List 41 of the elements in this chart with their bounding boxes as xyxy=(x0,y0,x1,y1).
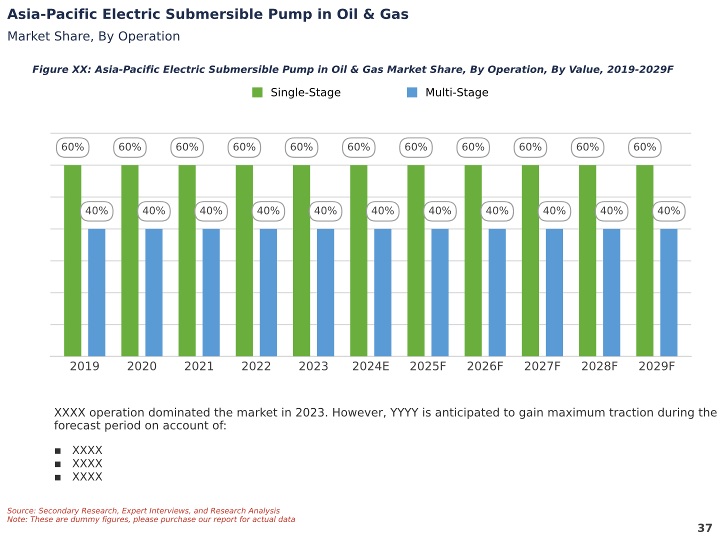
text: 37 xyxy=(698,524,712,532)
data-label: 40% xyxy=(658,206,680,214)
data-label: 60% xyxy=(62,142,84,151)
x-tick-label: 2019 xyxy=(70,361,99,370)
x-tick-label: 2028F xyxy=(582,361,618,370)
data-label: 60% xyxy=(576,142,599,151)
data-label: 40% xyxy=(142,206,165,214)
data-label: 60% xyxy=(405,142,427,151)
data-label: 40% xyxy=(257,206,280,214)
data-label: 40% xyxy=(543,206,566,214)
legend-label: Single-Stage xyxy=(271,88,340,99)
x-tick-label: 2021 xyxy=(185,361,214,370)
data-label: 60% xyxy=(290,142,313,151)
data-label: 40% xyxy=(486,206,508,214)
legend-label: Multi-Stage xyxy=(426,88,488,99)
data-label: 40% xyxy=(428,206,452,214)
chart-title: Asia-Pacific Electric Submersible Pump in Oil & Gas xyxy=(7,8,408,22)
data-label: 60% xyxy=(176,142,198,151)
data-label: 40% xyxy=(200,206,222,214)
text: Figure XX: Asia-Pacific Electric Submersible Pump in Oil & Gas Market Share, By Operation, By Value, 2019-2029F xyxy=(32,65,674,76)
x-tick-label: 2026F xyxy=(468,361,503,370)
x-tick-label: 2025F xyxy=(410,361,446,370)
data-label: 40% xyxy=(600,206,623,214)
data-label: 60% xyxy=(520,142,542,151)
x-tick-label: 2024E xyxy=(352,361,389,370)
x-tick-label: 2029F xyxy=(639,361,675,370)
data-label: 40% xyxy=(314,206,337,214)
data-label: 60% xyxy=(634,142,656,151)
data-label: 40% xyxy=(372,206,394,214)
x-tick-label: 2022 xyxy=(242,361,270,370)
data-label: 60% xyxy=(348,142,370,151)
x-tick-label: 2027F xyxy=(524,361,560,370)
data-label: 60% xyxy=(119,142,141,151)
data-label: 60% xyxy=(234,142,256,151)
text: ▪ XXXX ▪ XXXX ▪ XXXX xyxy=(55,446,102,481)
text: XXXX operation dominated the market in 2023. However, YYYY is anticipated to gain maximum traction during the forecast period on account of: xyxy=(54,408,717,432)
x-tick-label: 2020 xyxy=(128,361,156,370)
data-label: 60% xyxy=(462,142,484,151)
x-tick-label: 2023 xyxy=(299,361,328,370)
chart-subtitle: Market Share, By Operation xyxy=(8,31,180,44)
data-label: 40% xyxy=(86,206,108,214)
